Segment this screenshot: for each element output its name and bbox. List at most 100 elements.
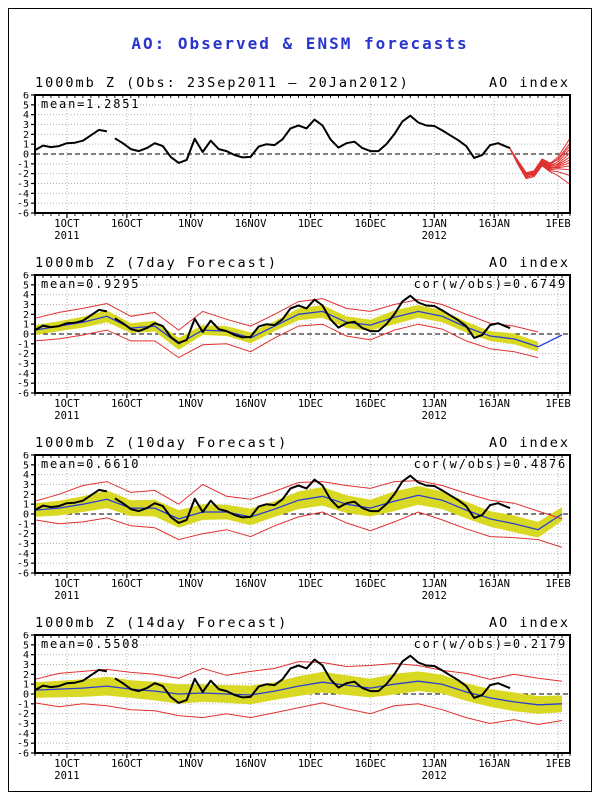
svg-text:4: 4 <box>23 290 29 301</box>
observed-line <box>34 114 511 164</box>
svg-text:1DEC: 1DEC <box>298 398 323 410</box>
svg-text:16JAN: 16JAN <box>478 218 510 230</box>
svg-text:1NOV: 1NOV <box>178 218 204 230</box>
svg-text:1JAN: 1JAN <box>422 218 447 230</box>
svg-text:2012: 2012 <box>422 410 447 422</box>
plot-frame <box>34 274 571 394</box>
svg-text:6: 6 <box>23 452 29 462</box>
svg-text:5: 5 <box>23 640 29 651</box>
ensemble-members <box>509 138 571 185</box>
tick-marks <box>31 94 571 218</box>
svg-text:-3: -3 <box>17 179 29 190</box>
svg-text:1FEB: 1FEB <box>545 398 570 410</box>
panel-7day-header: 1000mb Z (7day Forecast) AO index <box>0 250 600 272</box>
svg-text:16JAN: 16JAN <box>478 578 510 590</box>
svg-text:-2: -2 <box>17 709 29 720</box>
page-title: AO: Observed & ENSM forecasts <box>131 34 469 53</box>
svg-text:-6: -6 <box>17 389 29 400</box>
svg-text:0: 0 <box>23 150 29 161</box>
svg-text:1: 1 <box>23 500 29 511</box>
svg-text:1JAN: 1JAN <box>422 758 447 770</box>
svg-text:-6: -6 <box>17 209 29 220</box>
svg-text:-3: -3 <box>17 719 29 730</box>
panel-10day-header: 1000mb Z (10day Forecast) AO index <box>0 430 600 452</box>
svg-text:2011: 2011 <box>54 410 79 422</box>
svg-text:-1: -1 <box>17 699 29 710</box>
observed-line <box>34 474 511 524</box>
svg-text:6: 6 <box>23 92 29 102</box>
svg-text:1: 1 <box>23 680 29 691</box>
panel-observed: 1000mb Z (Obs: 23Sep2011 – 20Jan2012) AO… <box>0 70 600 250</box>
svg-text:-6: -6 <box>17 569 29 580</box>
panel-observed-right-label: AO index <box>488 75 570 91</box>
outer-border <box>8 8 592 792</box>
svg-text:16JAN: 16JAN <box>478 758 510 770</box>
panel-14day-mean-label: mean=0.5508 <box>41 637 141 651</box>
svg-text:1NOV: 1NOV <box>178 758 204 770</box>
svg-text:1JAN: 1JAN <box>422 398 447 410</box>
svg-text:1NOV: 1NOV <box>178 398 204 410</box>
svg-text:4: 4 <box>23 110 29 121</box>
svg-text:16OCT: 16OCT <box>111 578 143 590</box>
svg-text:1: 1 <box>23 140 29 151</box>
observed-line <box>34 294 511 344</box>
panel-observed-header: 1000mb Z (Obs: 23Sep2011 – 20Jan2012) AO… <box>0 70 600 92</box>
svg-text:4: 4 <box>23 650 29 661</box>
panel-observed-title: 1000mb Z (Obs: 23Sep2011 – 20Jan2012) <box>35 75 410 91</box>
svg-text:-5: -5 <box>17 199 29 210</box>
svg-text:16OCT: 16OCT <box>111 218 143 230</box>
panel-10day-title: 1000mb Z (10day Forecast) <box>35 435 289 451</box>
svg-text:1OCT: 1OCT <box>54 398 80 410</box>
panel-observed-mean-label: mean=1.2851 <box>41 97 141 111</box>
svg-text:-2: -2 <box>17 349 29 360</box>
svg-text:0: 0 <box>23 330 29 341</box>
svg-text:1NOV: 1NOV <box>178 578 204 590</box>
svg-text:16OCT: 16OCT <box>111 758 143 770</box>
panel-14day-title: 1000mb Z (14day Forecast) <box>35 615 289 631</box>
svg-text:1OCT: 1OCT <box>54 218 80 230</box>
panel-14day-cor-label: cor(w/obs)=0.2179 <box>413 637 567 651</box>
svg-text:-4: -4 <box>17 369 29 380</box>
svg-text:1DEC: 1DEC <box>298 578 323 590</box>
svg-text:2: 2 <box>23 130 29 141</box>
svg-text:16OCT: 16OCT <box>111 398 143 410</box>
svg-text:-4: -4 <box>17 729 29 740</box>
svg-text:-4: -4 <box>17 549 29 560</box>
svg-text:16NOV: 16NOV <box>235 398 267 410</box>
svg-text:4: 4 <box>23 470 29 481</box>
svg-text:-1: -1 <box>17 519 29 530</box>
svg-text:2011: 2011 <box>54 770 79 782</box>
svg-text:16NOV: 16NOV <box>235 218 267 230</box>
svg-text:-1: -1 <box>17 159 29 170</box>
svg-text:6: 6 <box>23 632 29 642</box>
envelope-lines <box>34 661 563 726</box>
svg-text:-3: -3 <box>17 359 29 370</box>
svg-text:0: 0 <box>23 510 29 521</box>
svg-text:1JAN: 1JAN <box>422 578 447 590</box>
observed-line <box>34 654 511 704</box>
svg-text:2012: 2012 <box>422 230 447 242</box>
plot-frame <box>34 634 571 754</box>
svg-text:1DEC: 1DEC <box>298 218 323 230</box>
svg-text:3: 3 <box>23 120 29 131</box>
svg-text:16DEC: 16DEC <box>355 578 387 590</box>
svg-text:2: 2 <box>23 310 29 321</box>
svg-text:-4: -4 <box>17 189 29 200</box>
svg-text:-5: -5 <box>17 739 29 750</box>
ensemble-mean-line <box>34 680 563 706</box>
svg-text:1FEB: 1FEB <box>545 218 570 230</box>
panel-10day-right-label: AO index <box>488 435 570 451</box>
svg-text:5: 5 <box>23 100 29 111</box>
envelope-lines <box>34 480 563 548</box>
svg-text:2011: 2011 <box>54 590 79 602</box>
panel-14day-header: 1000mb Z (14day Forecast) AO index <box>0 610 600 632</box>
